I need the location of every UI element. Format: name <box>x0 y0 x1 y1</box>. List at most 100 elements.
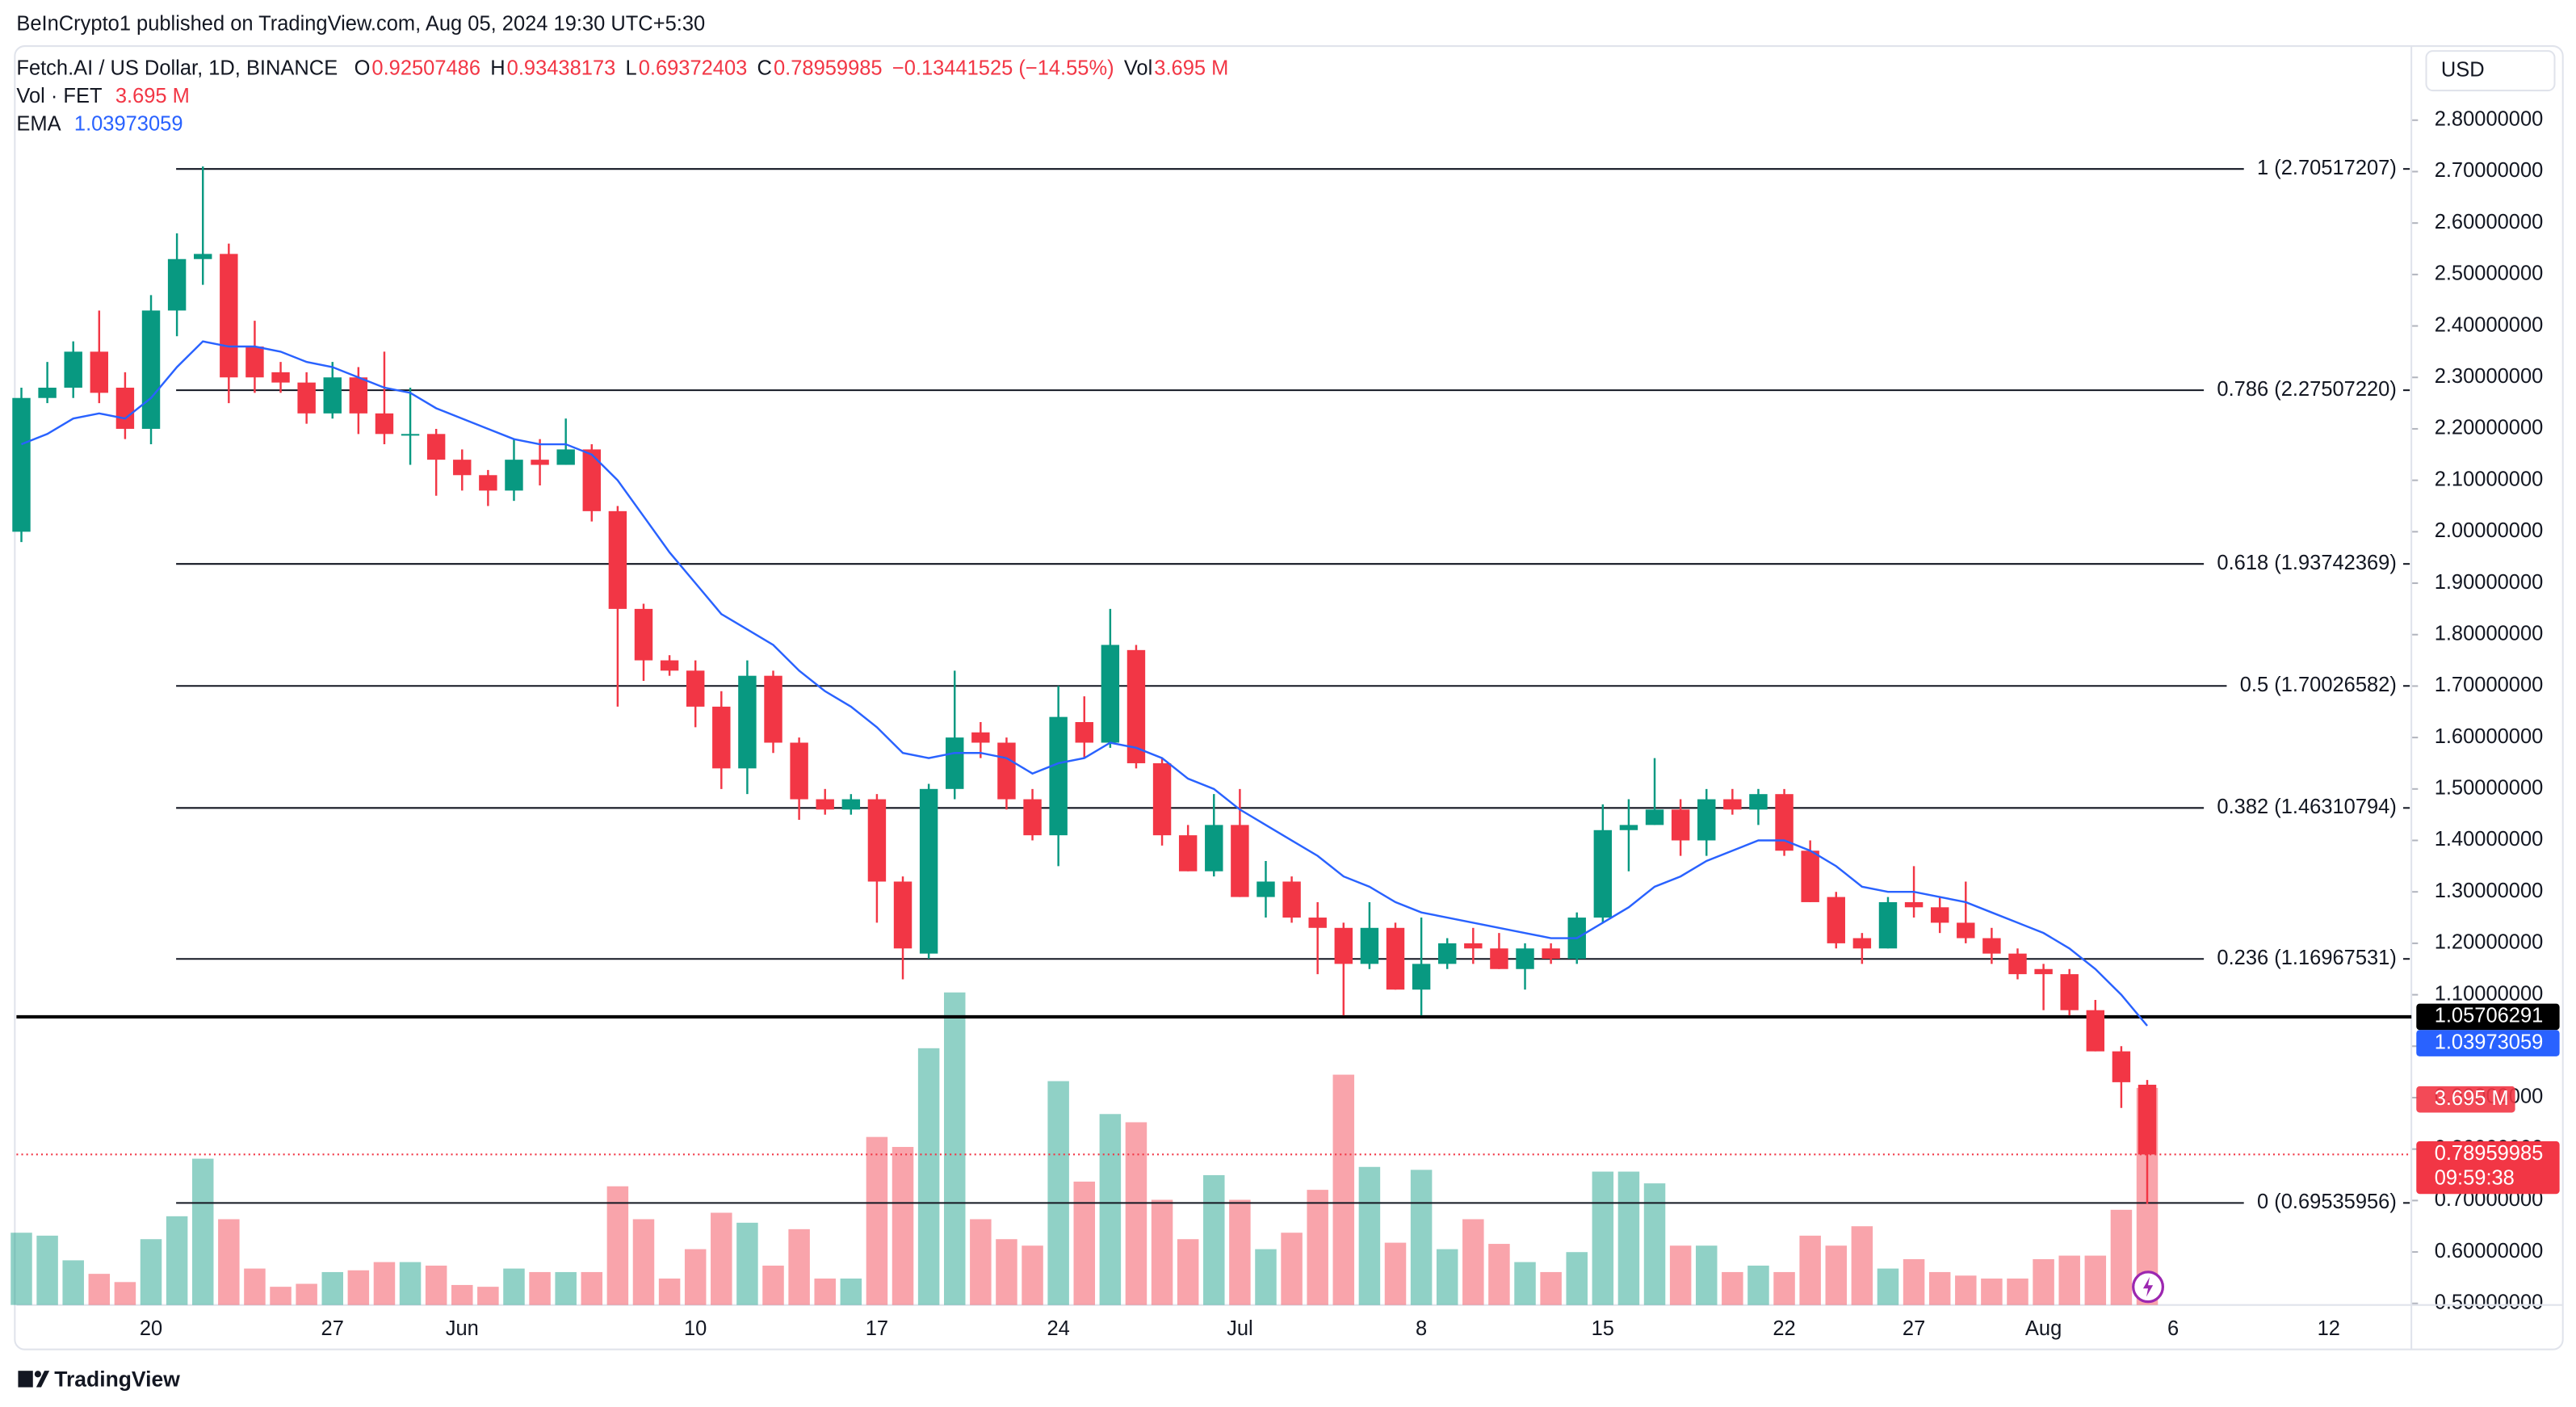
volume-bar <box>1540 1271 1562 1305</box>
legend-text: EMA <box>16 113 61 136</box>
candle-body <box>686 670 705 707</box>
y-tick-label: 0.60000000 <box>2435 1240 2544 1262</box>
chart-frame <box>14 45 2564 1350</box>
candle-body <box>12 397 31 532</box>
volume-bar <box>943 992 966 1305</box>
volume-bar <box>36 1235 58 1305</box>
candle-body <box>1749 794 1768 810</box>
x-tick-label: 6 <box>2167 1317 2179 1340</box>
volume-bar <box>1281 1233 1303 1305</box>
candle-body <box>1878 901 1898 949</box>
volume-bar <box>996 1239 1017 1305</box>
candle-body <box>919 788 938 954</box>
candle-body <box>1178 835 1198 872</box>
volume-bar <box>1462 1219 1484 1305</box>
volume-bar <box>296 1283 317 1305</box>
candle-body <box>115 387 135 429</box>
candle-body <box>1282 881 1301 918</box>
candle-body <box>2138 1085 2157 1155</box>
volume-bar <box>321 1271 343 1305</box>
candle-body <box>141 310 161 429</box>
candle-body <box>893 881 913 949</box>
fib-label: 1 (2.70517207) <box>2257 157 2397 179</box>
y-tick-label: 1.70000000 <box>2435 674 2544 696</box>
candle-body <box>220 254 238 378</box>
candle-body <box>453 460 472 476</box>
candle-body <box>608 510 627 609</box>
volume-bar <box>555 1271 577 1305</box>
fib-label: 0.786 (2.27507220) <box>2217 378 2396 401</box>
candle-body <box>505 460 523 491</box>
volume-bar <box>1384 1242 1407 1305</box>
price-tag-label: 0.78959985 <box>2435 1142 2544 1165</box>
volume-bar <box>1877 1268 1899 1305</box>
candle-body <box>426 434 446 460</box>
candle-body <box>2086 1010 2105 1052</box>
volume-tag <box>2416 1086 2515 1113</box>
candle-body <box>1049 716 1068 836</box>
y-tick-label: 2.00000000 <box>2435 519 2544 542</box>
y-tick-label: 2.70000000 <box>2435 159 2544 182</box>
volume-bar <box>1358 1166 1381 1305</box>
x-tick-label: 12 <box>2318 1317 2340 1340</box>
candle-body <box>2112 1051 2131 1082</box>
volume-bar <box>140 1239 162 1305</box>
legend-text: 0.69372403 <box>639 57 748 79</box>
volume-bar <box>632 1219 655 1305</box>
header: BeInCrypto1 published on TradingView.com… <box>16 12 705 35</box>
candle-body <box>1904 901 1924 908</box>
y-tick-label: 1.40000000 <box>2435 828 2544 850</box>
candle-body <box>1490 948 1508 969</box>
hline-tag-label: 1.05706291 <box>2435 1005 2544 1027</box>
currency[interactable]: USD <box>2441 58 2485 81</box>
candle-body <box>738 675 757 769</box>
fib-label: 0.236 (1.16967531) <box>2217 947 2396 969</box>
volume-bar <box>503 1268 525 1305</box>
candle-body <box>167 258 187 311</box>
y-tick-label: 2.80000000 <box>2435 108 2544 131</box>
y-tick-label: 1.10000000 <box>2435 982 2544 1005</box>
ema-line <box>21 340 2148 1027</box>
candle-body <box>1516 948 1534 969</box>
volume-bar <box>62 1260 84 1305</box>
volume-bar <box>1617 1171 1640 1305</box>
candle-body <box>1982 938 2001 954</box>
volume-bar <box>2058 1255 2080 1305</box>
candle-body <box>1437 943 1457 964</box>
candle-body <box>712 706 731 769</box>
volume-bar <box>1332 1074 1355 1305</box>
candle-body <box>271 372 290 383</box>
countdown: 09:59:38 <box>2435 1167 2515 1190</box>
candle-body <box>1412 964 1431 990</box>
candle-body <box>660 660 679 671</box>
volume-bar <box>788 1228 810 1305</box>
price-tag <box>2416 1141 2560 1195</box>
y-tick-label: 2.40000000 <box>2435 313 2544 336</box>
volume-bar <box>88 1274 111 1305</box>
lightning-icon <box>2132 1270 2165 1304</box>
x-tick-label: Jul <box>1227 1317 1253 1340</box>
currency-button[interactable] <box>2425 50 2556 92</box>
volume-bar <box>1825 1245 1848 1305</box>
x-tick-label: 8 <box>1416 1317 1427 1340</box>
legend-text: 3.695 M <box>115 85 190 107</box>
candle-body <box>556 449 575 465</box>
candle-body <box>841 799 861 810</box>
y-tick-label: 1.30000000 <box>2435 880 2544 902</box>
volume-bar <box>1643 1183 1666 1305</box>
candle-body <box>1852 938 1872 949</box>
legend-text: L <box>626 57 637 79</box>
candle-body <box>194 254 212 259</box>
volume-bar <box>711 1212 732 1305</box>
volume-bar <box>1177 1239 1199 1305</box>
volume-bar <box>191 1158 214 1305</box>
legend-text: Vol · FET <box>16 85 102 107</box>
candle-body <box>531 460 549 465</box>
candle-body <box>1308 918 1327 928</box>
y-tick-label: 2.60000000 <box>2435 211 2544 233</box>
candle-body <box>323 377 342 414</box>
legend-text: −0.13441525 (−14.55%) <box>892 57 1114 79</box>
volume-bar <box>1773 1271 1795 1305</box>
volume-bar <box>1410 1170 1433 1305</box>
candle-body <box>1386 927 1405 990</box>
